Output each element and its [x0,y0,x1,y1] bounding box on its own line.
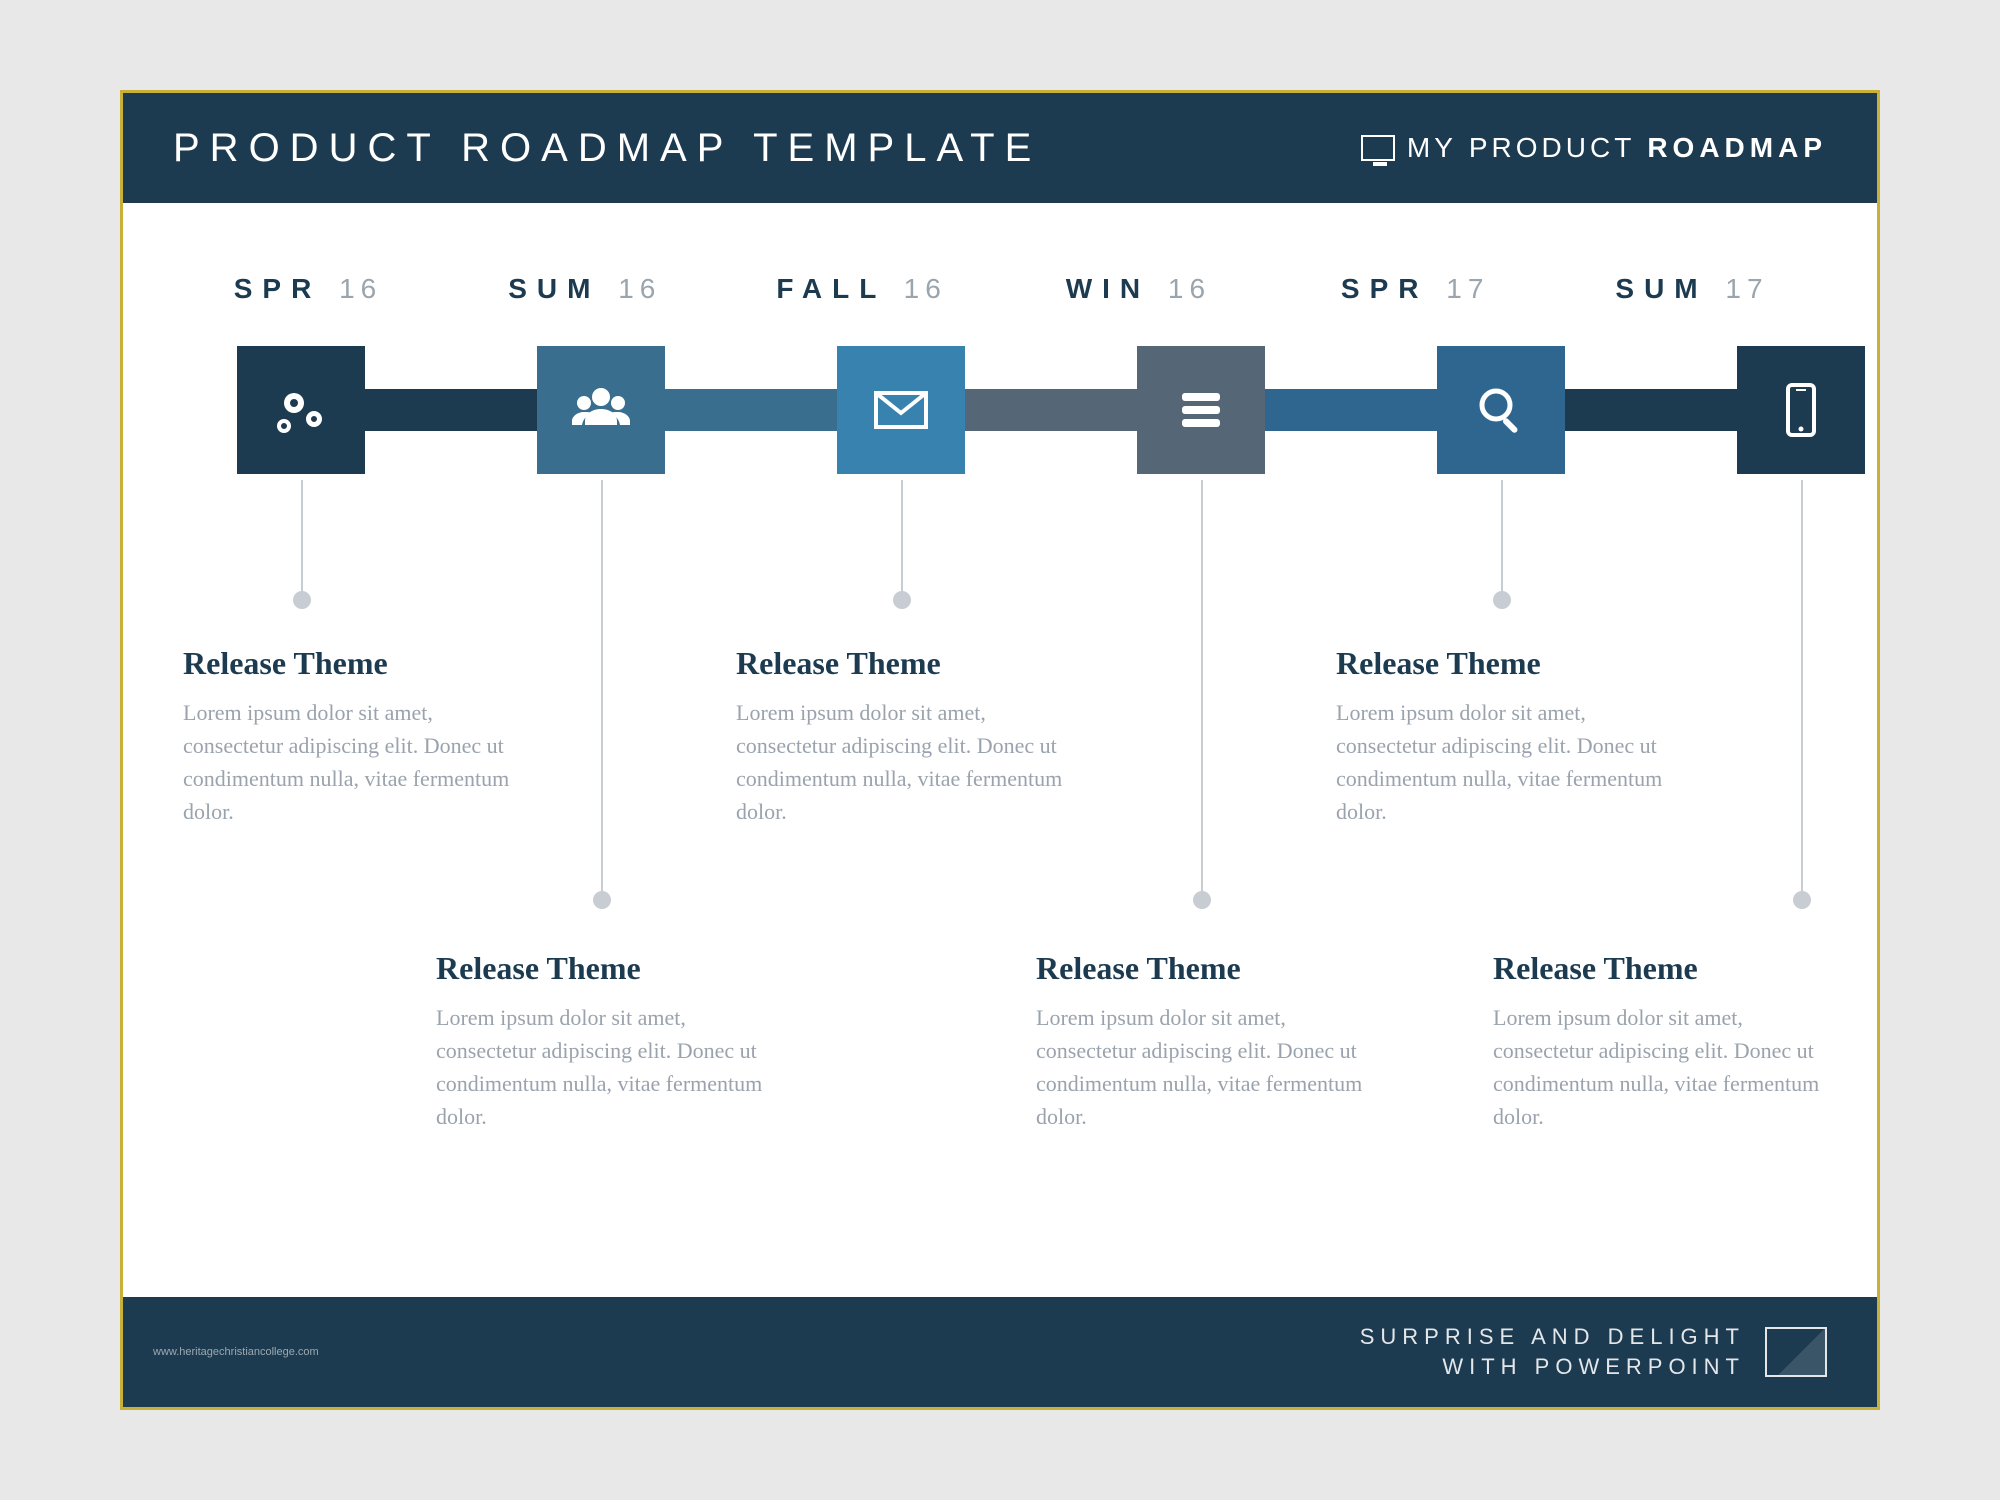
drop-line [1801,480,1803,900]
period-season: SUM [1615,273,1707,304]
period-labels-row: SPR 16SUM 16FALL 16WIN 16SPR 17SUM 17 [183,273,1817,305]
release-block: Release Theme Lorem ipsum dolor sit amet,… [736,645,1066,828]
drop-dot [893,591,911,609]
page-title: PRODUCT ROADMAP TEMPLATE [173,126,1041,171]
details-area: Release Theme Lorem ipsum dolor sit amet,… [183,480,1817,1240]
release-body: Lorem ipsum dolor sit amet, consectetur … [736,696,1066,828]
drop-line [301,480,303,600]
period-year: 16 [618,273,661,304]
period-label: WIN 16 [1038,273,1238,305]
period-season: SPR [1341,273,1429,304]
drop-dot [293,591,311,609]
period-year: 16 [339,273,382,304]
screen-icon [1361,135,1395,161]
release-title: Release Theme [1036,950,1366,987]
timeline-node [537,346,665,474]
brand-prefix: MY [1407,132,1457,164]
release-title: Release Theme [436,950,766,987]
list-icon [1170,379,1232,441]
timeline-node [1437,346,1565,474]
brand-mid: PRODUCT [1469,132,1635,164]
period-label: SUM 16 [485,273,685,305]
period-year: 16 [1168,273,1211,304]
release-body: Lorem ipsum dolor sit amet, consectetur … [436,1001,766,1133]
drop-dot [1793,891,1811,909]
period-season: WIN [1066,273,1150,304]
timeline-connector [655,389,847,431]
header-bar: PRODUCT ROADMAP TEMPLATE MY PRODUCT ROAD… [123,93,1877,203]
drop-line [1201,480,1203,900]
slide: PRODUCT ROADMAP TEMPLATE MY PRODUCT ROAD… [120,90,1880,1410]
release-block: Release Theme Lorem ipsum dolor sit amet,… [183,645,513,828]
content-area: SPR 16SUM 16FALL 16WIN 16SPR 17SUM 17 Re… [123,203,1877,1303]
release-title: Release Theme [183,645,513,682]
timeline-connector [355,389,547,431]
brand: MY PRODUCT ROADMAP [1361,132,1827,164]
release-body: Lorem ipsum dolor sit amet, consectetur … [183,696,513,828]
timeline-node [1737,346,1865,474]
release-title: Release Theme [736,645,1066,682]
period-season: SUM [508,273,600,304]
timeline-node [1137,346,1265,474]
drop-dot [1193,891,1211,909]
timeline [183,340,1817,480]
mail-icon [870,379,932,441]
timeline-node [237,346,365,474]
timeline-connector [1555,389,1747,431]
gears-icon [270,379,332,441]
period-year: 17 [1725,273,1768,304]
search-icon [1470,379,1532,441]
release-body: Lorem ipsum dolor sit amet, consectetur … [1036,1001,1366,1133]
watermark-text: www.heritagechristiancollege.com [153,1346,319,1358]
period-season: FALL [776,273,885,304]
release-block: Release Theme Lorem ipsum dolor sit amet,… [436,950,766,1133]
release-block: Release Theme Lorem ipsum dolor sit amet,… [1036,950,1366,1133]
release-block: Release Theme Lorem ipsum dolor sit amet,… [1336,645,1666,828]
timeline-node [837,346,965,474]
release-body: Lorem ipsum dolor sit amet, consectetur … [1336,696,1666,828]
period-label: SUM 17 [1592,273,1792,305]
tagline-text: SURPRISE AND DELIGHT WITH POWERPOINT [1360,1322,1745,1381]
period-year: 16 [904,273,947,304]
drop-dot [593,891,611,909]
footer-bar: www.heritagechristiancollege.com SURPRIS… [123,1297,1877,1407]
release-block: Release Theme Lorem ipsum dolor sit amet,… [1493,950,1823,1133]
tagline: SURPRISE AND DELIGHT WITH POWERPOINT [1360,1322,1827,1381]
road-logo-icon [1765,1327,1827,1377]
period-label: SPR 16 [208,273,408,305]
release-title: Release Theme [1493,950,1823,987]
period-season: SPR [234,273,322,304]
period-year: 17 [1446,273,1489,304]
timeline-connector [955,389,1147,431]
phone-icon [1770,379,1832,441]
tagline-line2: WITH POWERPOINT [1360,1352,1745,1382]
release-body: Lorem ipsum dolor sit amet, consectetur … [1493,1001,1823,1133]
drop-line [901,480,903,600]
brand-bold: ROADMAP [1647,132,1827,164]
period-label: SPR 17 [1315,273,1515,305]
drop-line [601,480,603,900]
drop-dot [1493,591,1511,609]
period-label: FALL 16 [762,273,962,305]
users-icon [570,379,632,441]
timeline-connector [1255,389,1447,431]
tagline-line1: SURPRISE AND DELIGHT [1360,1322,1745,1352]
drop-line [1501,480,1503,600]
release-title: Release Theme [1336,645,1666,682]
